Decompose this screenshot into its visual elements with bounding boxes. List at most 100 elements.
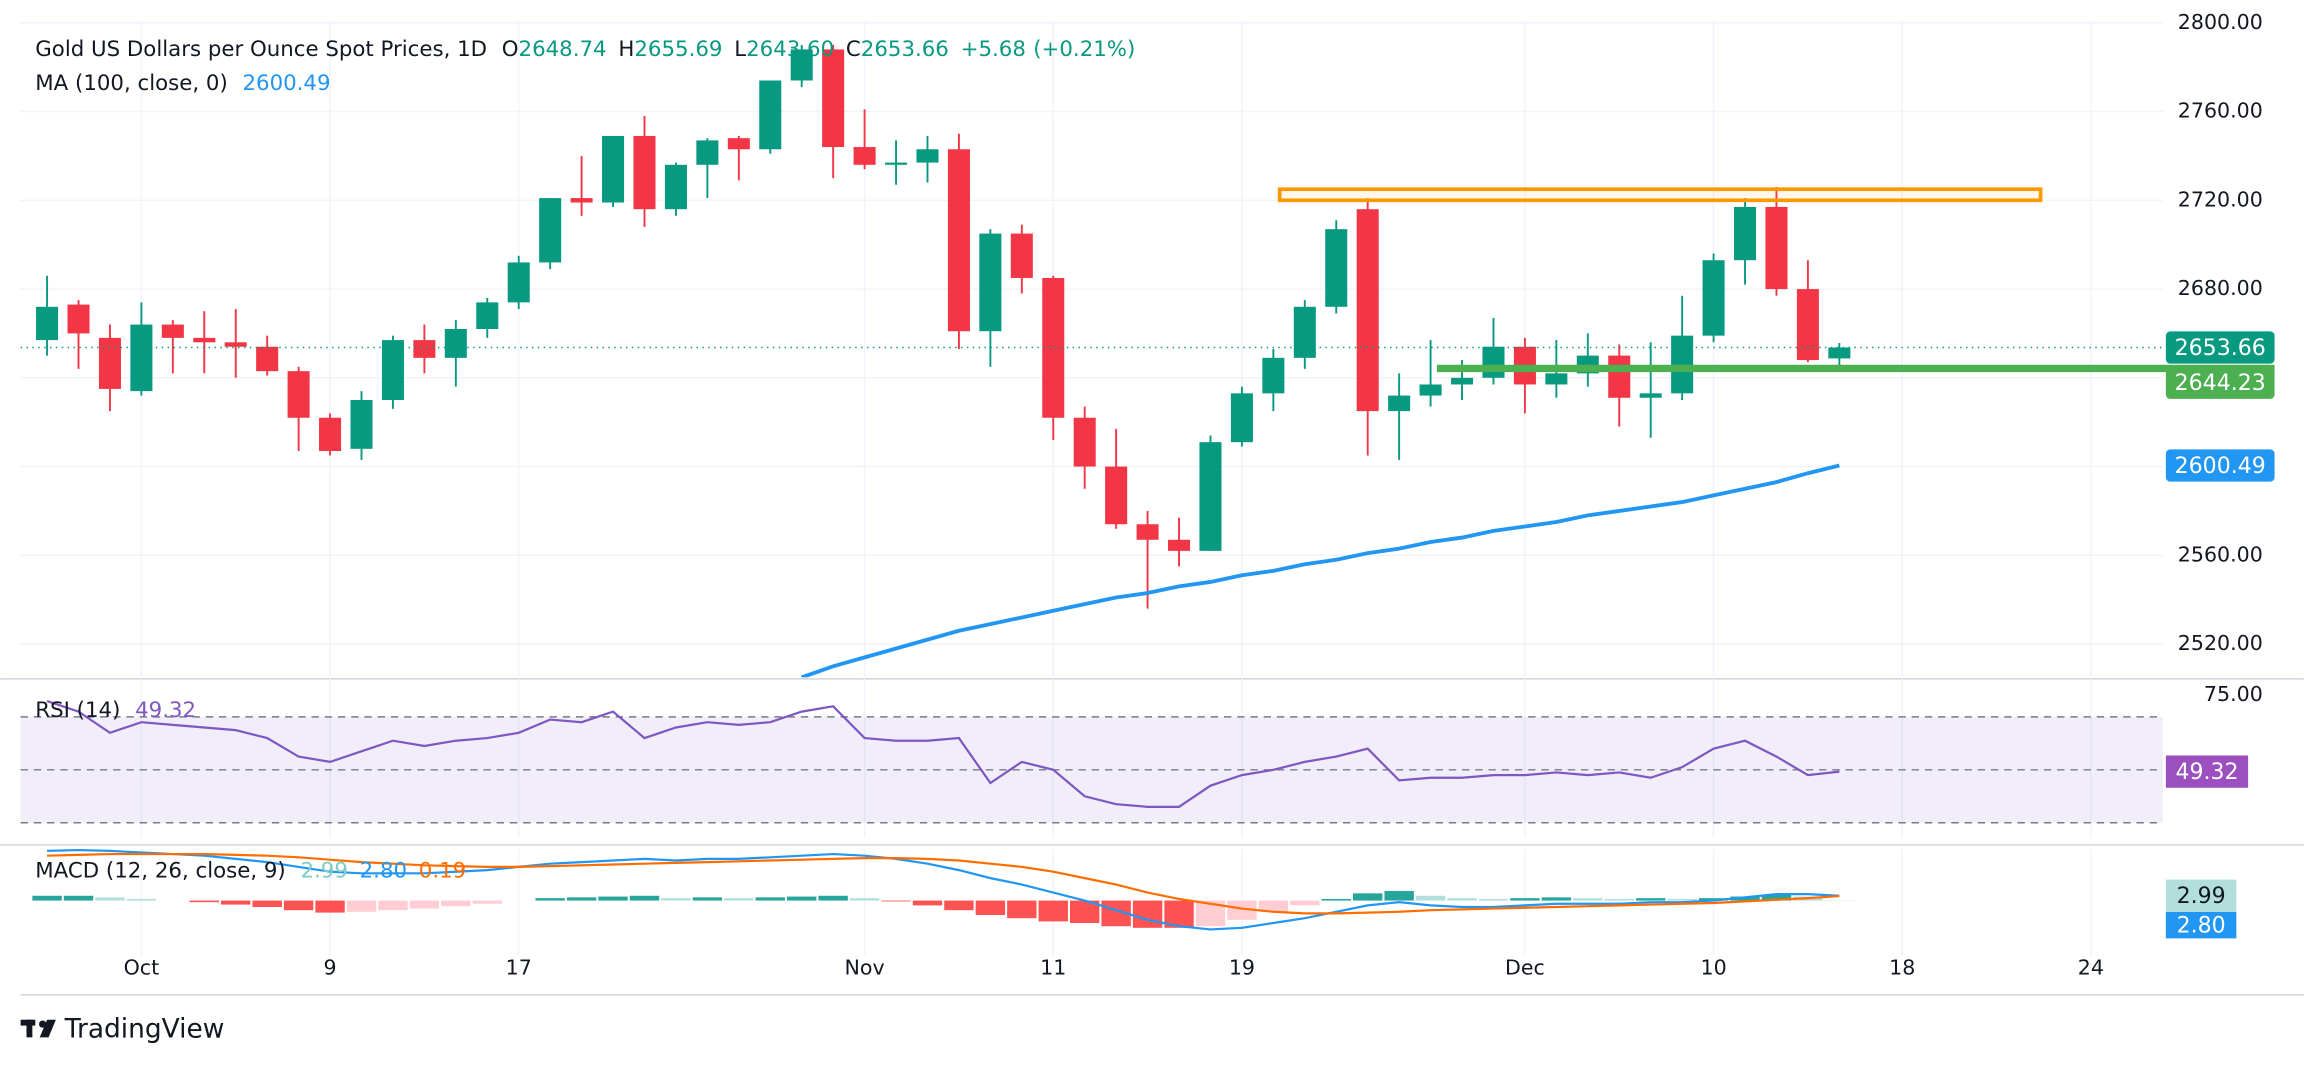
legend-value: 2653.66	[861, 37, 949, 62]
candle-body	[1828, 347, 1851, 359]
logo-part	[26, 1019, 33, 1038]
histogram-bar	[944, 900, 974, 911]
candle-body	[790, 49, 813, 81]
legend-label: C	[846, 37, 861, 62]
histogram-bar	[1038, 900, 1068, 922]
candle-body	[36, 306, 59, 341]
candle-body	[1136, 524, 1159, 540]
candle-body	[979, 233, 1002, 332]
candle-body	[759, 80, 782, 150]
last-price-label-bg	[2165, 331, 2275, 364]
histogram-bar	[1415, 895, 1446, 901]
candle-body	[570, 198, 593, 203]
ma-label: 2600.49	[2175, 454, 2266, 479]
candle-body	[507, 262, 530, 303]
rsi-line	[46, 700, 1840, 808]
candle-body	[947, 149, 970, 332]
legend-label: L	[734, 37, 746, 62]
candle-body	[727, 138, 750, 150]
histogram-value: 0.19	[419, 858, 466, 883]
rsi-label-bg	[2165, 755, 2249, 788]
histogram-bar	[1007, 900, 1037, 919]
histogram-bar	[912, 900, 943, 906]
signal-label: 2.80	[2177, 914, 2226, 939]
candle-body	[1073, 417, 1096, 467]
histogram-bar	[1635, 898, 1666, 901]
ma-legend: MA (100, close, 0) 2600.49	[35, 71, 330, 96]
x-tick-label: 10	[1700, 955, 1726, 979]
histogram-bar	[1510, 898, 1540, 901]
candle-body	[916, 149, 939, 163]
y-tick-label: 2720.00	[2178, 187, 2263, 211]
histogram-bar	[1541, 897, 1572, 901]
histogram-bar	[1573, 898, 1603, 901]
histogram-bar	[849, 898, 880, 901]
macd-name: MACD (12, 26, close, 9)	[35, 858, 285, 883]
histogram-bar	[378, 900, 408, 911]
candle-body	[256, 346, 279, 372]
histogram-bar	[283, 900, 314, 911]
candle-body	[1105, 466, 1128, 525]
brand-logo	[20, 1019, 56, 1038]
candle-body	[1168, 539, 1191, 551]
legend-value: 2643.60	[746, 37, 834, 62]
histogram-bar	[598, 896, 628, 901]
ma-line	[801, 463, 1840, 678]
candle-body	[1042, 277, 1065, 418]
histogram-bar	[126, 898, 157, 901]
macd-value: 2.99	[300, 858, 347, 883]
candle-body	[1262, 357, 1285, 394]
ma-value: 2600.49	[242, 71, 330, 96]
candle-body	[287, 371, 310, 418]
brand: TradingView	[64, 1014, 225, 1045]
last-price-label: 2653.66	[2175, 336, 2266, 361]
rsi-value: 49.32	[135, 698, 196, 723]
candle-body	[224, 342, 247, 347]
histogram-bar	[63, 895, 94, 901]
candle-body	[1639, 393, 1662, 398]
rsi-label: 49.32	[2175, 760, 2238, 785]
histogram-bar	[881, 900, 911, 902]
histogram-bar	[1478, 898, 1509, 901]
y-tick-label: 2800.00	[2178, 10, 2263, 34]
signal-value: 2.80	[360, 858, 407, 883]
candle-body	[1293, 306, 1316, 358]
legend-value: 2655.69	[634, 37, 722, 62]
support-label: 2644.23	[2175, 371, 2266, 396]
x-tick-label: 18	[1889, 955, 1915, 979]
macd-label-bg	[2165, 879, 2237, 912]
signal-line	[47, 852, 1840, 915]
histogram-bar	[629, 895, 660, 901]
histogram-bar	[315, 900, 345, 913]
signal-label-bg	[2165, 911, 2237, 939]
candle-body	[1482, 346, 1505, 378]
resistance-zone	[1277, 187, 2043, 203]
histogram-bar	[1604, 898, 1634, 901]
x-tick-label: 11	[1040, 955, 1066, 979]
candle-body	[1702, 260, 1725, 336]
candle-body	[1765, 206, 1788, 290]
histogram-bar	[409, 900, 440, 909]
histogram-bar	[1258, 900, 1289, 912]
histogram-bar	[975, 900, 1006, 915]
candle-body	[1199, 442, 1222, 551]
histogram-bar	[32, 895, 62, 901]
histogram-bar	[1730, 896, 1760, 901]
candle-body	[602, 135, 625, 203]
x-tick-label: 24	[2078, 955, 2104, 979]
histogram-bar	[1353, 893, 1383, 901]
legend-change: (+0.21%)	[1033, 37, 1135, 62]
candle-body	[444, 328, 467, 358]
histogram-bar	[189, 900, 219, 903]
candle-body	[1671, 335, 1694, 394]
histogram-bar	[1447, 898, 1477, 901]
legend-value: 2648.74	[519, 37, 607, 62]
candle-body	[1325, 229, 1348, 307]
macd-legend: MACD (12, 26, close, 9) 2.99 2.80 0.19	[35, 858, 466, 883]
histogram-bar	[346, 900, 377, 912]
histogram-bar	[787, 896, 817, 901]
candle-body	[853, 147, 876, 165]
title: Gold US Dollars per Ounce Spot Prices, 1…	[35, 37, 487, 62]
histogram-bar	[692, 897, 723, 901]
main-plot	[36, 44, 1851, 678]
